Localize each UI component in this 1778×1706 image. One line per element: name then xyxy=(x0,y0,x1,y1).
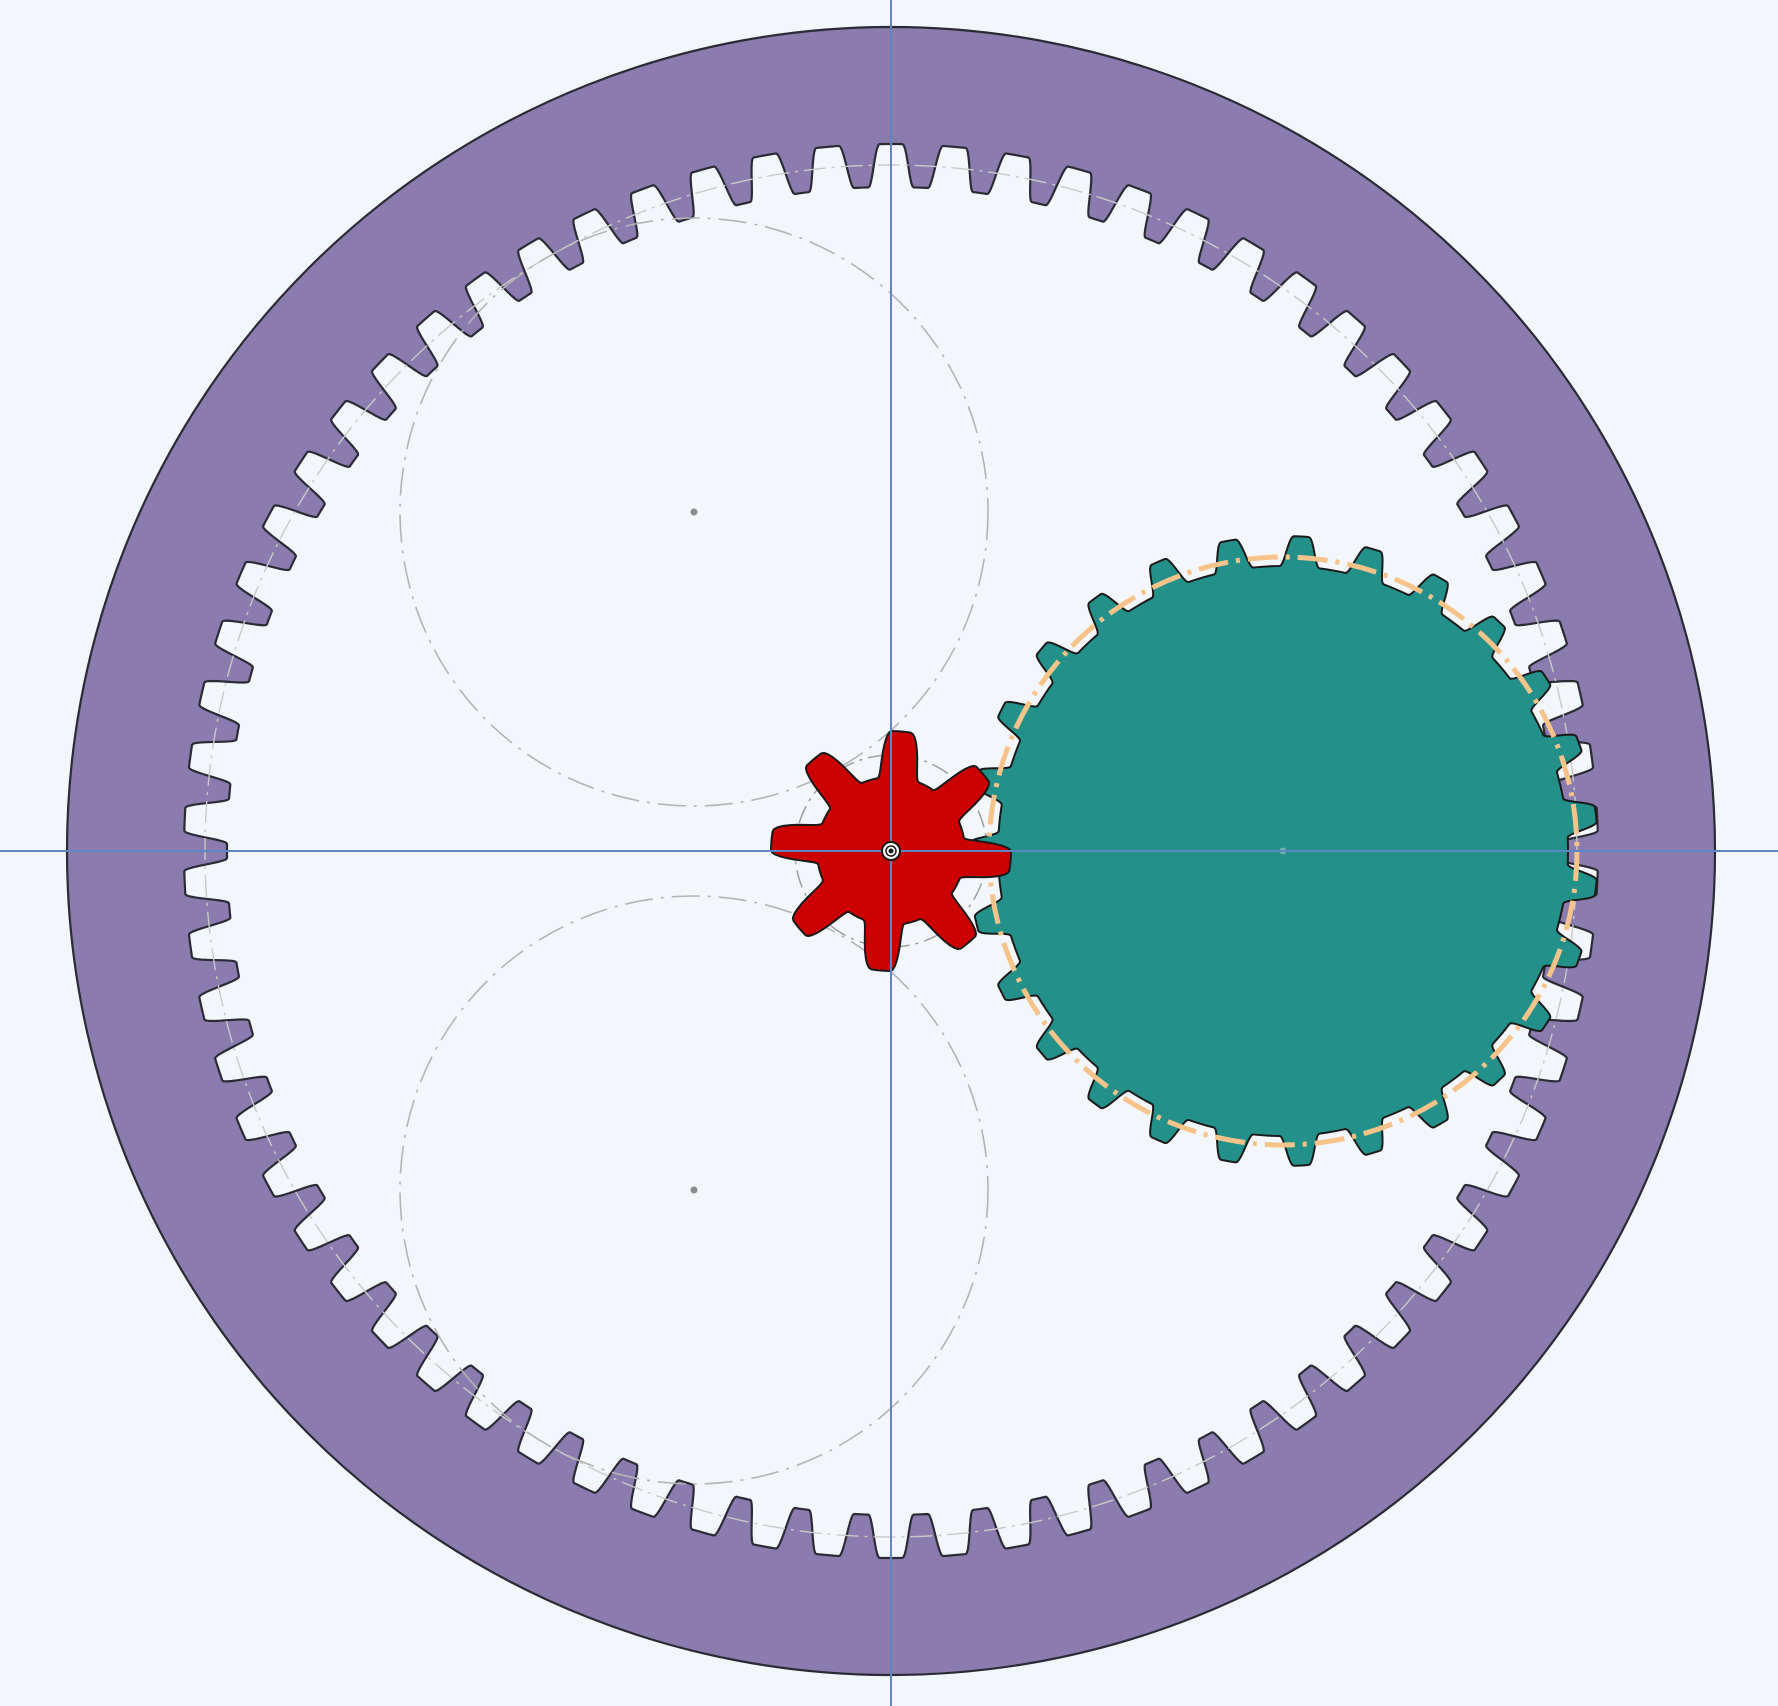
planet-placeholder-bottom-center xyxy=(690,1186,698,1194)
center-pin-core xyxy=(888,848,894,854)
planet-placeholder-top xyxy=(399,217,989,807)
planet-placeholder-top-center xyxy=(690,508,698,516)
center-pin-icon[interactable] xyxy=(881,841,901,861)
planet-placeholder-bottom xyxy=(399,895,989,1485)
center-pin-ring xyxy=(885,845,897,857)
